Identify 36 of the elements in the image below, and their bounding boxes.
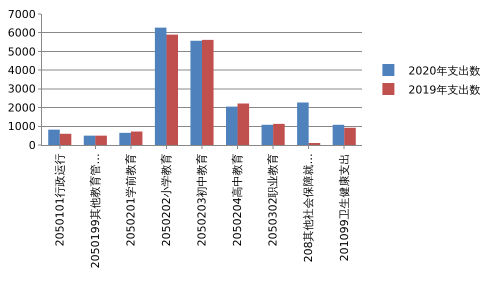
y-tick-label: 0 bbox=[28, 138, 36, 152]
x-tick-label: 2050101行政运行 bbox=[53, 153, 66, 246]
x-tick-label: 201099卫生健康支出 bbox=[338, 153, 351, 262]
bar bbox=[84, 136, 96, 145]
bar bbox=[238, 103, 250, 145]
bar bbox=[226, 106, 238, 145]
x-tick-label: 2050204高中教育 bbox=[231, 153, 244, 246]
bar bbox=[332, 124, 344, 145]
y-tick-label: 7000 bbox=[8, 8, 36, 21]
x-tick-label: 2050201学前教育 bbox=[124, 153, 138, 246]
x-tick-label: 2050203初中教育 bbox=[196, 153, 209, 246]
bar bbox=[154, 28, 166, 145]
x-tick-label: 208其他社会保障就… bbox=[302, 153, 316, 262]
x-tick-label: 2050199其他教育管… bbox=[88, 153, 102, 268]
bar bbox=[130, 132, 142, 145]
y-tick-label: 2000 bbox=[8, 101, 36, 114]
legend-label: 2019年支出数 bbox=[408, 83, 480, 96]
bar bbox=[273, 124, 285, 145]
y-tick-label: 3000 bbox=[8, 82, 36, 96]
bar bbox=[95, 136, 107, 145]
x-tick-label: 2050202小学教育 bbox=[160, 153, 174, 246]
bar bbox=[119, 132, 131, 145]
y-tick-label: 5000 bbox=[8, 45, 36, 58]
y-tick-label: 1000 bbox=[8, 120, 36, 134]
bar bbox=[166, 34, 178, 145]
bar bbox=[48, 130, 60, 145]
bar bbox=[202, 40, 214, 145]
bar bbox=[60, 134, 72, 145]
bar bbox=[262, 124, 274, 145]
x-tick-label: 2050302职业教育 bbox=[266, 153, 280, 246]
bar bbox=[344, 128, 356, 145]
bar bbox=[297, 102, 309, 145]
legend-label: 2020年支出数 bbox=[408, 64, 480, 78]
y-tick-label: 4000 bbox=[8, 64, 36, 77]
bar bbox=[190, 40, 202, 145]
y-tick-label: 6000 bbox=[8, 26, 36, 40]
